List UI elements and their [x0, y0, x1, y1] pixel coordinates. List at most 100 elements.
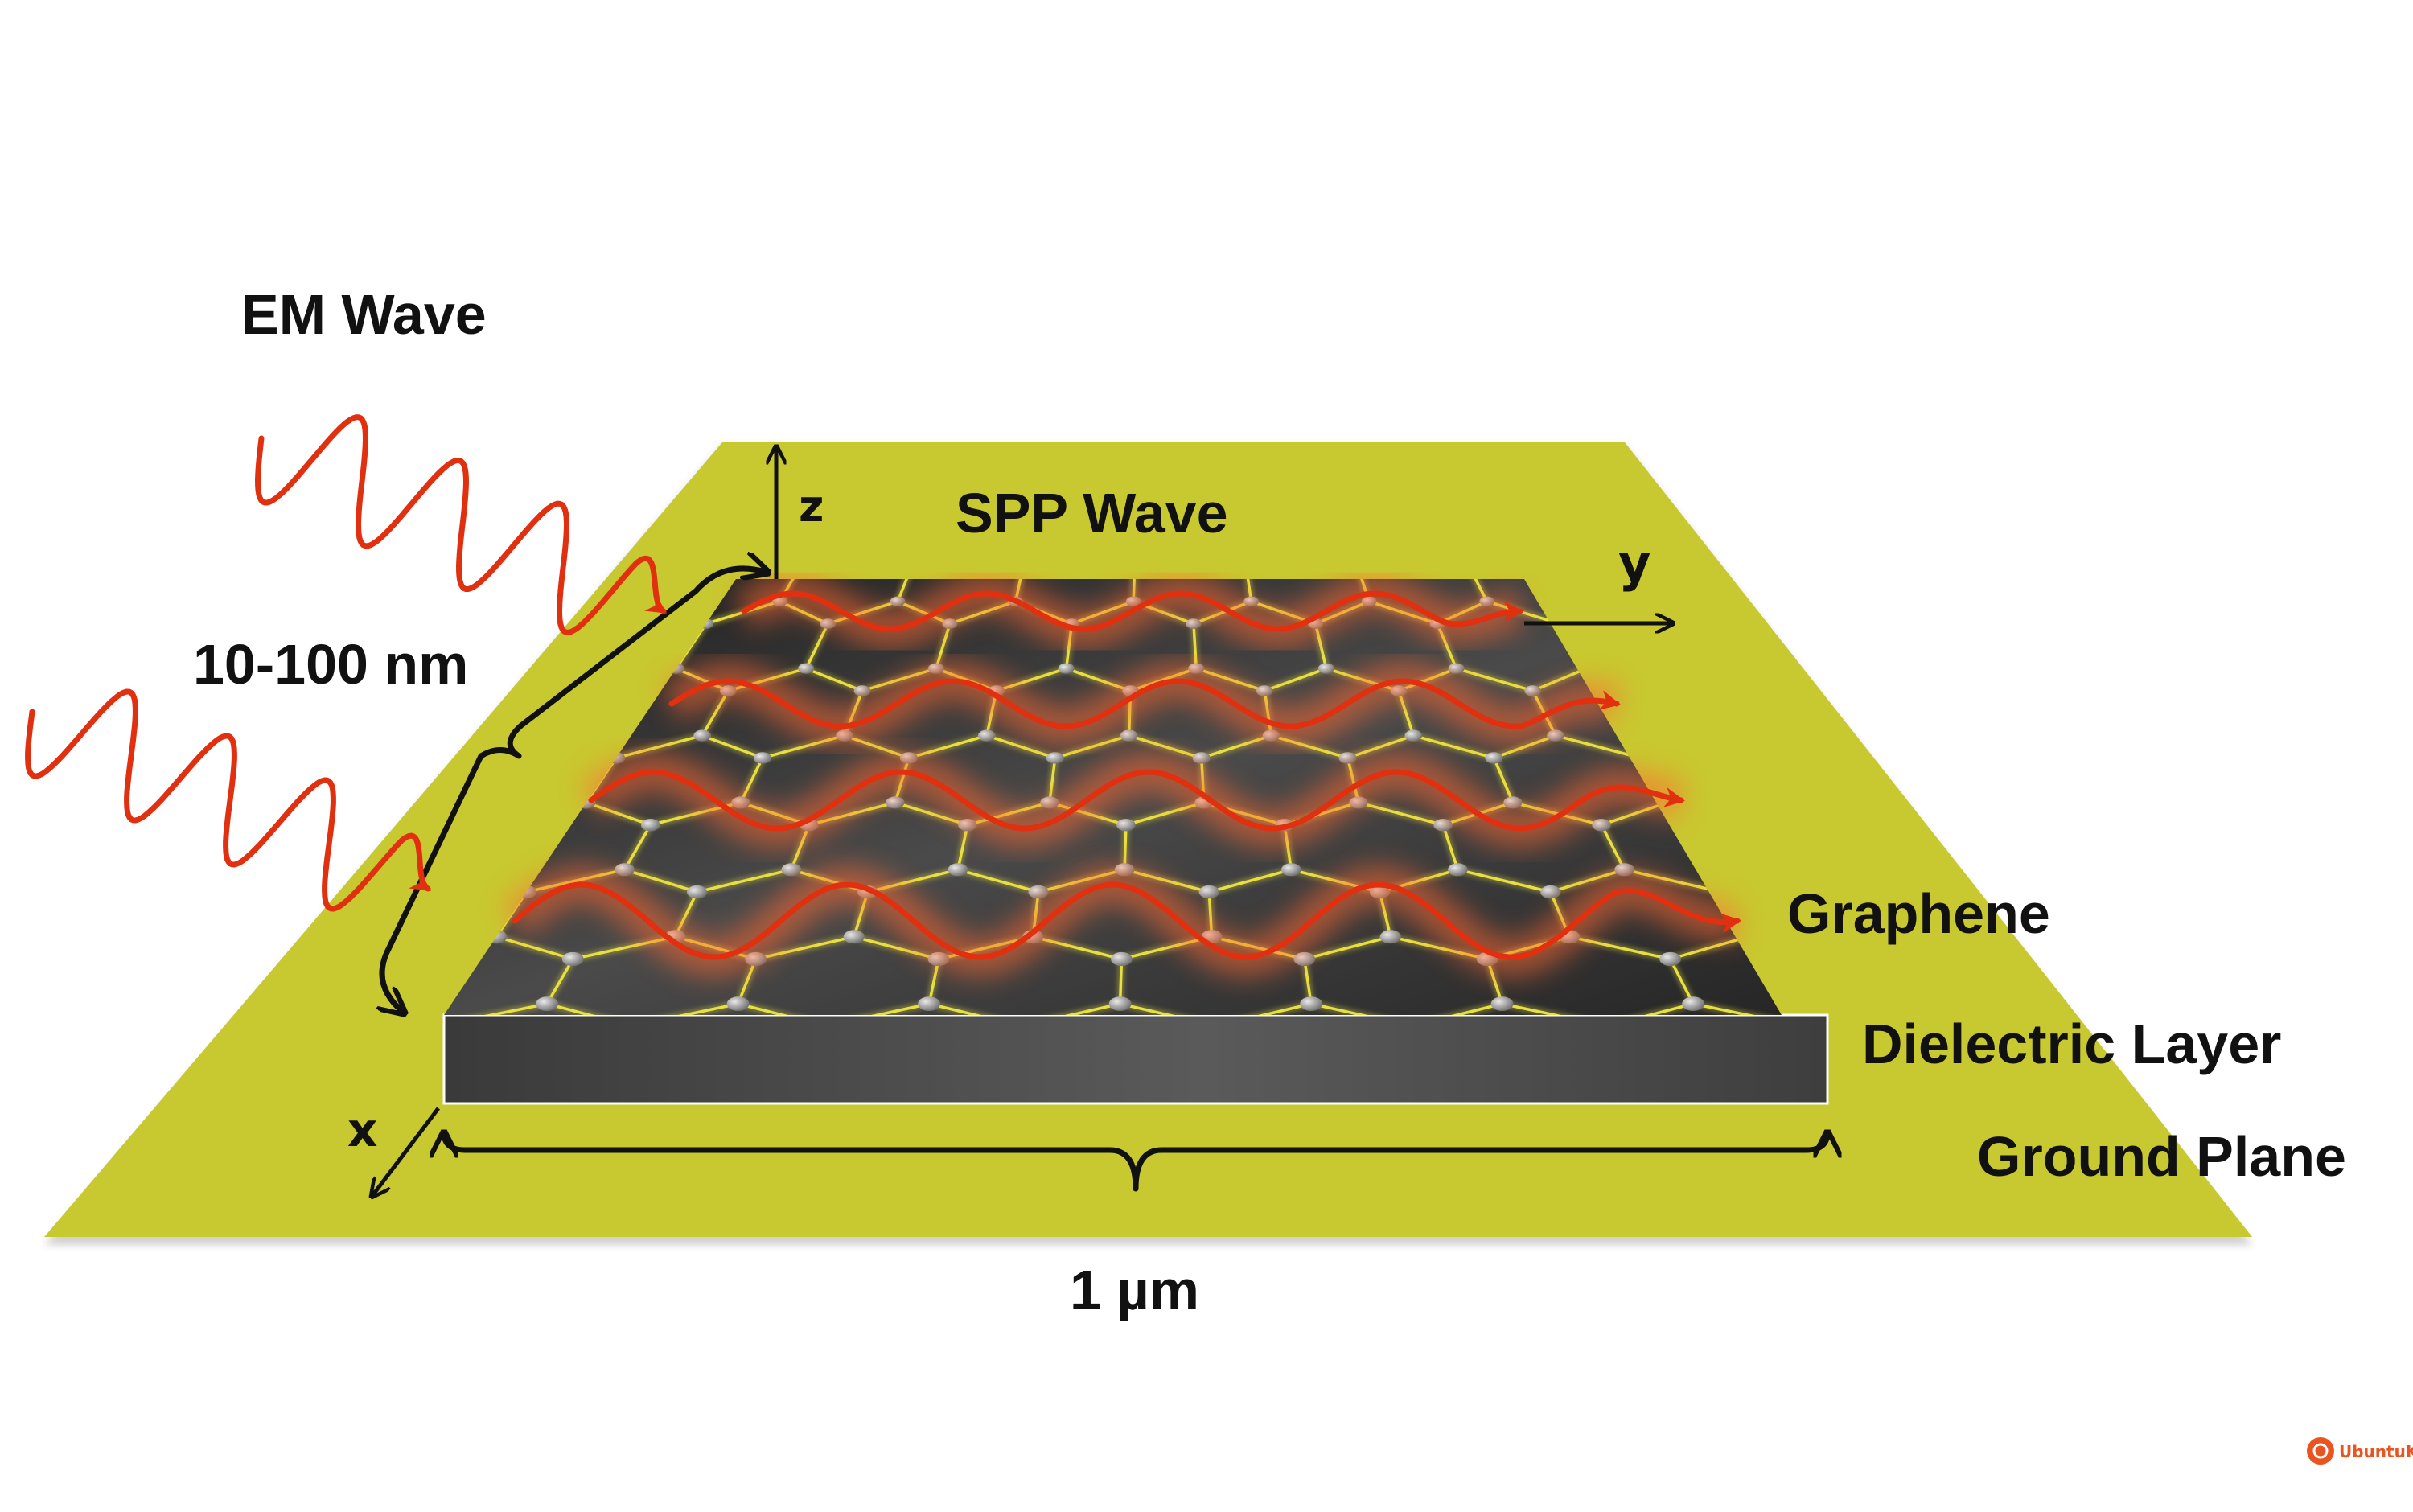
carbon-atom	[454, 618, 471, 629]
carbon-atom	[2252, 485, 2265, 494]
carbon-atom	[2349, 485, 2362, 494]
carbon-atom	[1046, 752, 1064, 764]
carbon-atom	[2396, 1130, 2413, 1146]
carbon-atom	[2161, 618, 2177, 629]
carbon-atom	[853, 685, 871, 696]
carbon-atom	[175, 885, 195, 898]
carbon-atom	[2274, 930, 2295, 943]
carbon-atom	[1186, 618, 1202, 629]
carbon-atom	[1448, 663, 1465, 674]
carbon-atom	[2068, 819, 2087, 831]
carbon-atom	[2363, 752, 2381, 763]
carbon-atom	[1485, 752, 1503, 764]
carbon-atom	[35, 1019, 58, 1033]
carbon-atom	[1120, 729, 1138, 742]
carbon-atom	[641, 818, 660, 832]
carbon-atom	[1198, 885, 1219, 899]
axis-label-y: y	[1618, 534, 1650, 593]
ubuntu-logo-icon	[2307, 1437, 2334, 1465]
carbon-atom	[1815, 530, 1829, 539]
carbon-atom	[2284, 618, 2299, 629]
carbon-atom	[1108, 996, 1132, 1011]
carbon-atom	[2259, 730, 2276, 742]
carbon-atom	[948, 863, 968, 877]
carbon-atom	[1896, 552, 1909, 561]
carbon-atom	[1879, 463, 1891, 471]
carbon-atom	[1967, 796, 1985, 808]
carbon-atom	[166, 819, 185, 831]
carbon-atom	[2217, 752, 2234, 763]
carbon-atom	[2335, 552, 2349, 561]
carbon-atom	[1968, 664, 1984, 674]
label-dielectric: Dielectric Layer	[1862, 1013, 2281, 1075]
carbon-atom	[726, 996, 750, 1011]
carbon-atom	[2391, 952, 2413, 966]
carbon-atom	[664, 463, 676, 471]
carbon-atom	[1918, 618, 1933, 629]
carbon-atom	[1111, 951, 1133, 967]
carbon-atom	[1833, 597, 1848, 606]
label-thickness: 10-100 nm	[193, 633, 468, 696]
carbon-atom	[2304, 597, 2320, 606]
carbon-atom	[1404, 729, 1423, 742]
carbon-atom	[2053, 885, 2073, 898]
carbon-atom	[409, 730, 427, 742]
carbon-atom	[1433, 818, 1453, 832]
carbon-atom	[2400, 730, 2413, 742]
carbon-atom	[1592, 818, 1611, 832]
carbon-atom	[128, 930, 149, 943]
carbon-atom	[1503, 796, 1523, 809]
carbon-atom	[1922, 530, 1935, 539]
carbon-atom	[1667, 485, 1680, 494]
carbon-atom	[2115, 863, 2135, 876]
carbon-atom	[1659, 951, 1682, 967]
carbon-atom	[14, 952, 35, 966]
carbon-atom	[548, 530, 561, 539]
carbon-atom	[196, 952, 218, 966]
carbon-atom	[1524, 685, 1541, 696]
carbon-atom	[2027, 530, 2041, 539]
spp-wave-arrow-icon	[741, 590, 1525, 632]
carbon-atom	[2349, 1086, 2373, 1101]
carbon-atom	[2253, 463, 2265, 471]
carbon-atom	[2116, 730, 2134, 742]
carbon-atom	[2095, 930, 2116, 943]
carbon-atom	[693, 729, 711, 742]
carbon-atom	[2255, 996, 2278, 1011]
carbon-atom	[1710, 530, 1724, 539]
carbon-atom	[1973, 463, 1985, 471]
carbon-atom	[1300, 996, 1322, 1011]
carbon-atom	[687, 885, 708, 899]
label-graphene: Graphene	[1787, 882, 2050, 945]
carbon-atom	[1490, 996, 1514, 1011]
carbon-atom	[1924, 752, 1942, 763]
carbon-atom	[2121, 796, 2140, 808]
carbon-atom	[154, 996, 176, 1011]
carbon-atom	[1974, 730, 1992, 742]
carbon-atom	[2275, 796, 2294, 808]
carbon-atom	[1682, 996, 1705, 1011]
carbon-atom	[1959, 485, 1972, 494]
carbon-atom	[2223, 885, 2243, 898]
carbon-atom	[1862, 485, 1875, 494]
carbon-atom	[2405, 618, 2413, 629]
axis-label-x: x	[347, 1103, 377, 1157]
carbon-atom	[1448, 863, 1468, 877]
carbon-atom	[2225, 552, 2238, 561]
watermark-text: UbuntuKylin	[2339, 1442, 2413, 1461]
carbon-atom	[1281, 863, 1301, 877]
label-ground-plane: Ground Plane	[1977, 1125, 2346, 1188]
carbon-atom	[2226, 819, 2246, 831]
width-brace-icon	[444, 1132, 1827, 1192]
em-wave-arrow-icon	[254, 414, 668, 635]
carbon-atom	[2142, 1086, 2166, 1101]
carbon-atom	[419, 597, 434, 606]
thickness-brace-icon	[382, 569, 768, 1013]
carbon-atom	[0, 1063, 12, 1079]
carbon-atom	[282, 863, 302, 876]
carbon-atom	[1951, 597, 1966, 606]
carbon-atom	[2132, 530, 2146, 539]
carbon-atom	[918, 996, 940, 1011]
carbon-atom	[2195, 685, 2212, 696]
